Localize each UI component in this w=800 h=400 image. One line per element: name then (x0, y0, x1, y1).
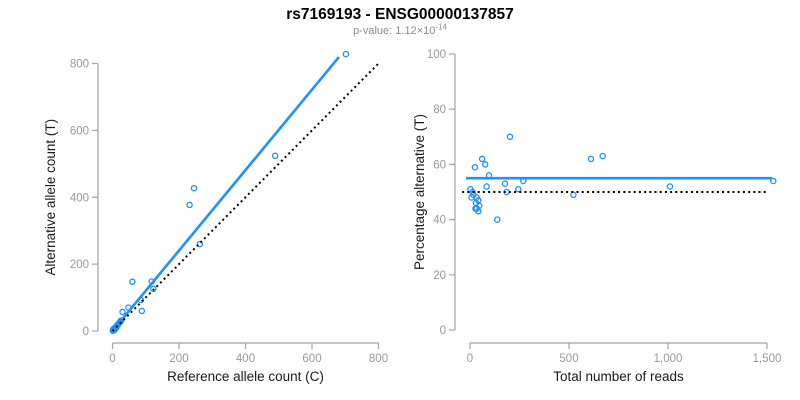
y-tick-label: 80 (433, 104, 446, 116)
x-tick-label: 600 (302, 353, 321, 365)
pvalue-base: 10 (423, 25, 436, 37)
y-tick-label: 40 (433, 215, 446, 227)
data-point (196, 240, 204, 248)
y-axis-title: Alternative allele count (T) (43, 119, 58, 276)
figure-title: rs7169193 - ENSG00000137857 (286, 6, 514, 23)
y-tick-label: 60 (433, 159, 446, 171)
data-point (599, 152, 606, 160)
y-tick-label: 600 (70, 125, 89, 137)
data-point (475, 208, 482, 215)
y-tick-label: 0 (440, 325, 446, 337)
x-tick-label: 0 (467, 353, 473, 365)
data-point (570, 191, 577, 199)
data-point (119, 308, 126, 316)
data-point (483, 183, 490, 190)
y-axis-title: Percentage alternative (T) (412, 114, 427, 270)
x-tick-label: 500 (559, 353, 578, 365)
x-tick-label: 1,500 (753, 353, 782, 365)
x-tick-label: 400 (236, 353, 255, 365)
data-point (478, 155, 486, 163)
identity-line (111, 62, 380, 332)
data-point (666, 183, 674, 190)
x-axis-title: Total number of reads (553, 369, 684, 384)
data-point (481, 161, 489, 168)
data-point (138, 307, 146, 315)
data-point (587, 155, 595, 163)
y-tick-label: 0 (83, 326, 89, 338)
data-point (770, 177, 777, 185)
data-point (494, 216, 501, 223)
percentage-vs-reads-scatter: 0 20 40 60 80 100 0 500 1,000 1,500 Total number o… (412, 49, 781, 384)
data-point (506, 133, 514, 141)
data-point (501, 180, 509, 187)
data-point (186, 201, 193, 209)
x-axis-title: Reference allele count (C) (167, 369, 324, 384)
data-point (471, 163, 479, 171)
allele-counts-scatter: 0 200 400 600 800 0 200 400 600 800 Reference alle… (43, 50, 388, 384)
figure-subtitle: p-value: 1.12×10-14 (0, 22, 800, 37)
x-tick-label: 200 (169, 353, 188, 365)
x-tick-label: 1,000 (654, 353, 683, 365)
y-tick-label: 400 (70, 192, 89, 204)
data-point (271, 152, 279, 160)
data-point (129, 278, 136, 286)
pvalue-label: p-value: (353, 25, 396, 37)
pvalue-mantissa: 1.12 (395, 25, 417, 37)
pvalue-exponent: -14 (435, 22, 447, 32)
pvalue-times-sign: × (416, 25, 424, 37)
regression-line (111, 56, 340, 332)
data-point (150, 285, 157, 293)
data-point (342, 50, 350, 58)
x-tick-label: 800 (369, 353, 388, 365)
x-tick-label: 0 (109, 353, 115, 365)
y-tick-label: 100 (427, 49, 446, 61)
data-point (515, 185, 522, 193)
y-tick-label: 20 (433, 270, 446, 282)
data-point (190, 184, 198, 192)
y-tick-label: 200 (70, 259, 89, 271)
y-tick-label: 800 (70, 59, 89, 71)
